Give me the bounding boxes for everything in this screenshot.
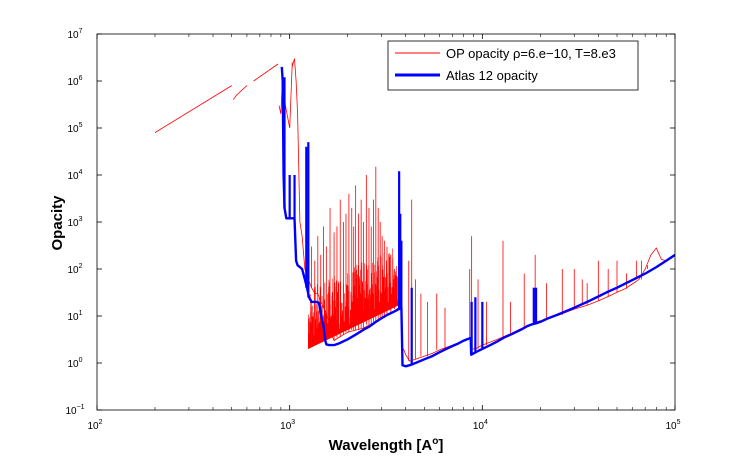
x-axis-ticks: 102 103 104 105 bbox=[87, 34, 681, 432]
y-tick-label: 104 bbox=[67, 169, 82, 182]
y-tick-label: 106 bbox=[67, 75, 82, 88]
y-tick-label: 10−1 bbox=[65, 404, 84, 417]
plot-area bbox=[96, 33, 676, 411]
legend-label-atlas: Atlas 12 opacity bbox=[446, 68, 538, 83]
y-tick-label: 103 bbox=[67, 216, 82, 229]
series-layer bbox=[154, 58, 675, 368]
x-tick-label: 105 bbox=[665, 419, 680, 432]
y-tick-label: 102 bbox=[67, 263, 82, 276]
x-tick-label: 103 bbox=[280, 419, 295, 432]
y-tick-label: 105 bbox=[67, 122, 82, 135]
op-series-line-0 bbox=[154, 85, 232, 133]
y-tick-label: 101 bbox=[67, 310, 82, 323]
op-series-line-1 bbox=[232, 85, 248, 100]
plot-frame bbox=[96, 33, 676, 411]
x-axis-label: Wavelength [Ao] bbox=[329, 436, 444, 454]
x-tick-label: 104 bbox=[473, 419, 488, 432]
op-series-line-3 bbox=[278, 58, 402, 342]
op-series-line-2 bbox=[253, 63, 279, 82]
op-series-line-6 bbox=[544, 247, 675, 321]
x-tick-label: 102 bbox=[87, 419, 102, 432]
y-tick-label: 107 bbox=[67, 28, 82, 41]
y-axis-label: Opacity bbox=[49, 195, 66, 251]
y-tick-label: 100 bbox=[67, 357, 82, 370]
y-axis-ticks: 10−1 100 101 102 103 104 105 106 107 bbox=[65, 28, 675, 417]
legend-box bbox=[387, 40, 639, 91]
atlas-series-line bbox=[280, 66, 675, 368]
legend-label-op: OP opacity ρ=6.e−10, T=8.e3 bbox=[446, 46, 616, 61]
legend: OP opacity ρ=6.e−10, T=8.e3 Atlas 12 opa… bbox=[387, 40, 639, 91]
op-series-noise bbox=[308, 243, 402, 349]
